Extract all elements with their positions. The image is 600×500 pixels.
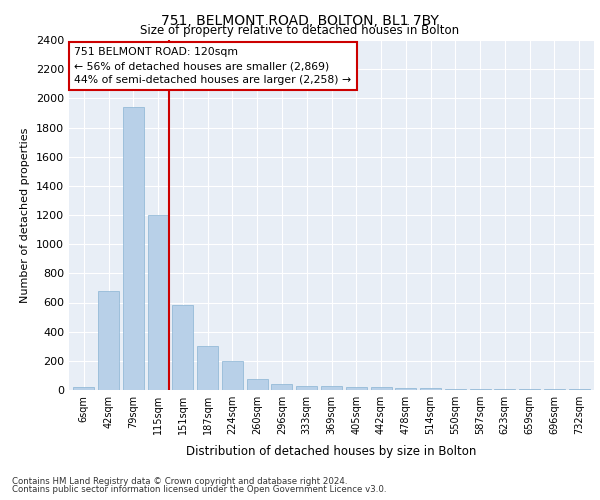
Bar: [172, 306, 193, 390]
Bar: [395, 388, 416, 390]
Text: Contains HM Land Registry data © Crown copyright and database right 2024.: Contains HM Land Registry data © Crown c…: [12, 477, 347, 486]
Bar: [296, 386, 317, 390]
Bar: [371, 388, 392, 390]
Bar: [98, 291, 119, 390]
Bar: [247, 379, 268, 390]
Text: Contains public sector information licensed under the Open Government Licence v3: Contains public sector information licen…: [12, 485, 386, 494]
Bar: [445, 388, 466, 390]
Bar: [321, 386, 342, 390]
Text: 751, BELMONT ROAD, BOLTON, BL1 7BY: 751, BELMONT ROAD, BOLTON, BL1 7BY: [161, 14, 439, 28]
Bar: [197, 346, 218, 390]
Bar: [123, 107, 144, 390]
Text: Size of property relative to detached houses in Bolton: Size of property relative to detached ho…: [140, 24, 460, 37]
Text: 751 BELMONT ROAD: 120sqm
← 56% of detached houses are smaller (2,869)
44% of sem: 751 BELMONT ROAD: 120sqm ← 56% of detach…: [74, 47, 352, 85]
Bar: [494, 389, 515, 390]
Bar: [73, 387, 94, 390]
X-axis label: Distribution of detached houses by size in Bolton: Distribution of detached houses by size …: [187, 446, 476, 458]
Bar: [420, 388, 441, 390]
Bar: [271, 384, 292, 390]
Y-axis label: Number of detached properties: Number of detached properties: [20, 128, 31, 302]
Bar: [346, 388, 367, 390]
Bar: [470, 389, 491, 390]
Bar: [222, 361, 243, 390]
Bar: [148, 215, 169, 390]
